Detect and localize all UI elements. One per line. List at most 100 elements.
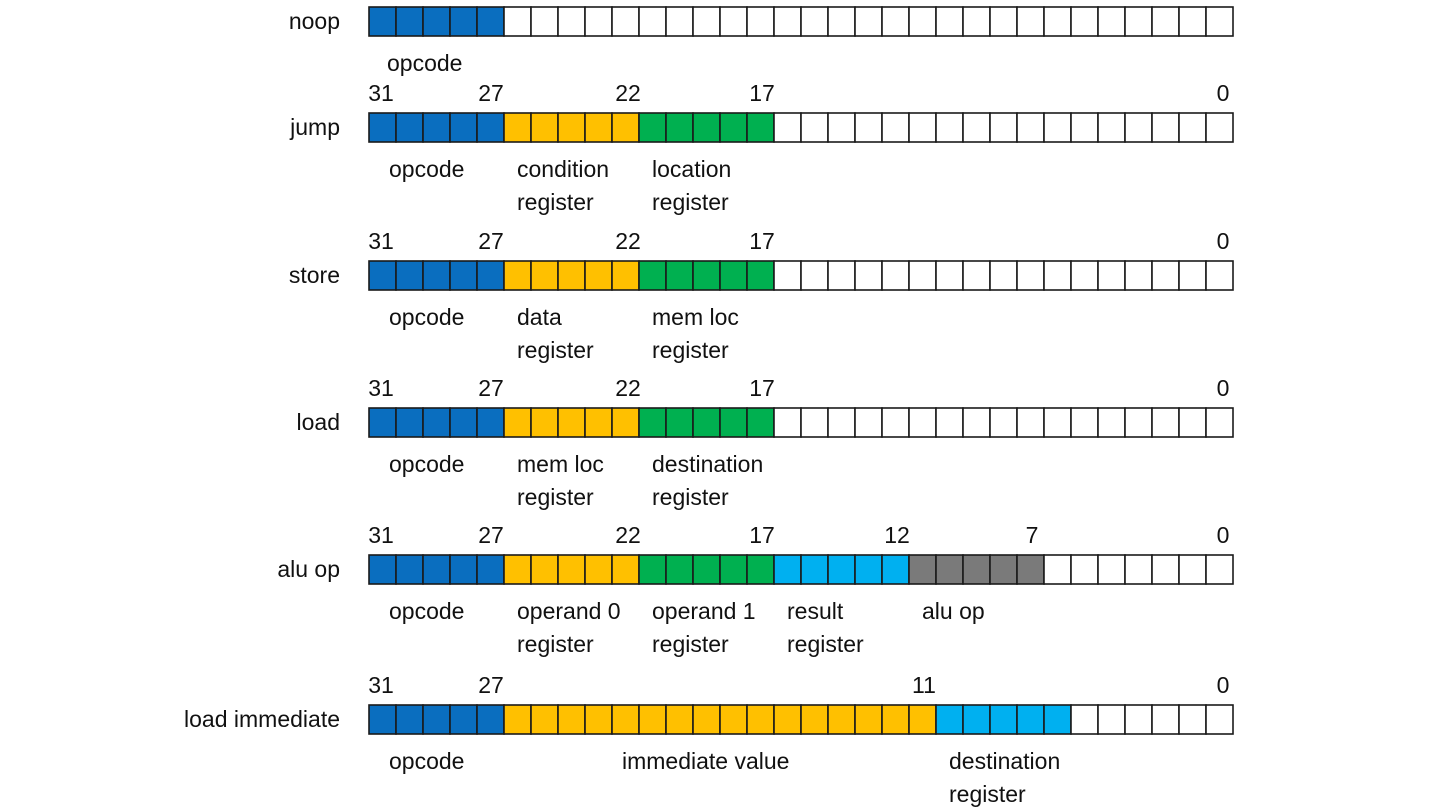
bit-cell [962,260,991,291]
bit-cell [449,260,478,291]
bit-cell [935,554,964,585]
bit-cell [908,112,937,143]
bit-cell [719,112,748,143]
bit-number: 22 [615,522,641,548]
bit-cell [1205,6,1234,37]
bit-cell [1178,6,1207,37]
bit-cell [503,704,532,735]
bit-cell [746,6,775,37]
field-label: opcode [389,748,464,774]
field-label: alu op [922,598,985,624]
bit-cell [989,704,1018,735]
bit-cell [503,407,532,438]
bit-cell [800,260,829,291]
bit-cell [611,6,640,37]
field-label: destination [949,748,1060,774]
bit-cell [1097,260,1126,291]
instruction-name: jump [289,114,340,140]
bit-cell [1043,112,1072,143]
field-label: register [652,189,729,215]
bit-cell [584,6,613,37]
bit-cell [557,554,586,585]
bit-cell [692,704,721,735]
bit-cell [1151,260,1180,291]
bit-cell [935,260,964,291]
bit-cell [746,260,775,291]
field-label: mem loc [652,304,739,330]
bit-cell [611,260,640,291]
bit-cell [1151,112,1180,143]
bit-cell [395,554,424,585]
bit-cell [530,554,559,585]
bit-cell [1151,704,1180,735]
instruction-row: alu op 31 27 22 17 12 7 0 opcode operand 0 registe… [277,522,1234,657]
bit-cell [827,554,856,585]
bit-cell [773,554,802,585]
bit-cell [368,260,397,291]
bit-cell [395,704,424,735]
bit-cell [908,407,937,438]
bit-cell [719,554,748,585]
bit-cell [368,554,397,585]
bit-number: 17 [749,80,775,106]
bit-cell [638,260,667,291]
bit-cell [449,554,478,585]
bit-cell [1205,260,1234,291]
bit-cell [1043,260,1072,291]
bit-cell [719,6,748,37]
bit-cell [800,6,829,37]
field-label: condition [517,156,609,182]
bit-cell [908,260,937,291]
bit-cell [989,554,1018,585]
bit-cell [638,407,667,438]
bit-cell [1178,112,1207,143]
bit-cell [503,260,532,291]
field-label: opcode [387,50,462,76]
bit-cell [476,6,505,37]
bit-cell [557,260,586,291]
field-label: register [517,189,594,215]
bit-number: 22 [615,80,641,106]
bit-cell [422,260,451,291]
bit-number: 11 [912,672,936,698]
field-label: data [517,304,562,330]
bit-cell [1124,6,1153,37]
bit-cell [530,407,559,438]
instruction-name: alu op [277,556,340,582]
bit-cell [530,260,559,291]
bit-cell [611,704,640,735]
bit-cell [476,407,505,438]
field-label: register [517,337,594,363]
bit-cell [989,407,1018,438]
bit-cell [854,704,883,735]
bit-cell [476,260,505,291]
field-label: destination [652,451,763,477]
bit-number: 22 [615,228,641,254]
bit-cell [827,6,856,37]
bit-number: 27 [478,228,504,254]
bit-cell [368,407,397,438]
bit-cell [719,260,748,291]
field-label: operand 0 [517,598,621,624]
field-label: register [652,631,729,657]
instruction-name: load [297,409,340,435]
bit-cell [1097,407,1126,438]
bit-cell [1043,554,1072,585]
bit-cell [530,704,559,735]
bit-cell [638,704,667,735]
bit-number: 31 [368,522,394,548]
bit-cell [773,704,802,735]
bit-cell [800,554,829,585]
bit-cell [719,407,748,438]
bit-cell [746,112,775,143]
bit-cell [692,554,721,585]
bit-cell [800,704,829,735]
bit-cell [908,6,937,37]
bit-cell [476,554,505,585]
bit-cell [827,260,856,291]
bit-cell [1205,554,1234,585]
bit-cell [1070,112,1099,143]
bit-cell [665,554,694,585]
bit-cell [665,704,694,735]
